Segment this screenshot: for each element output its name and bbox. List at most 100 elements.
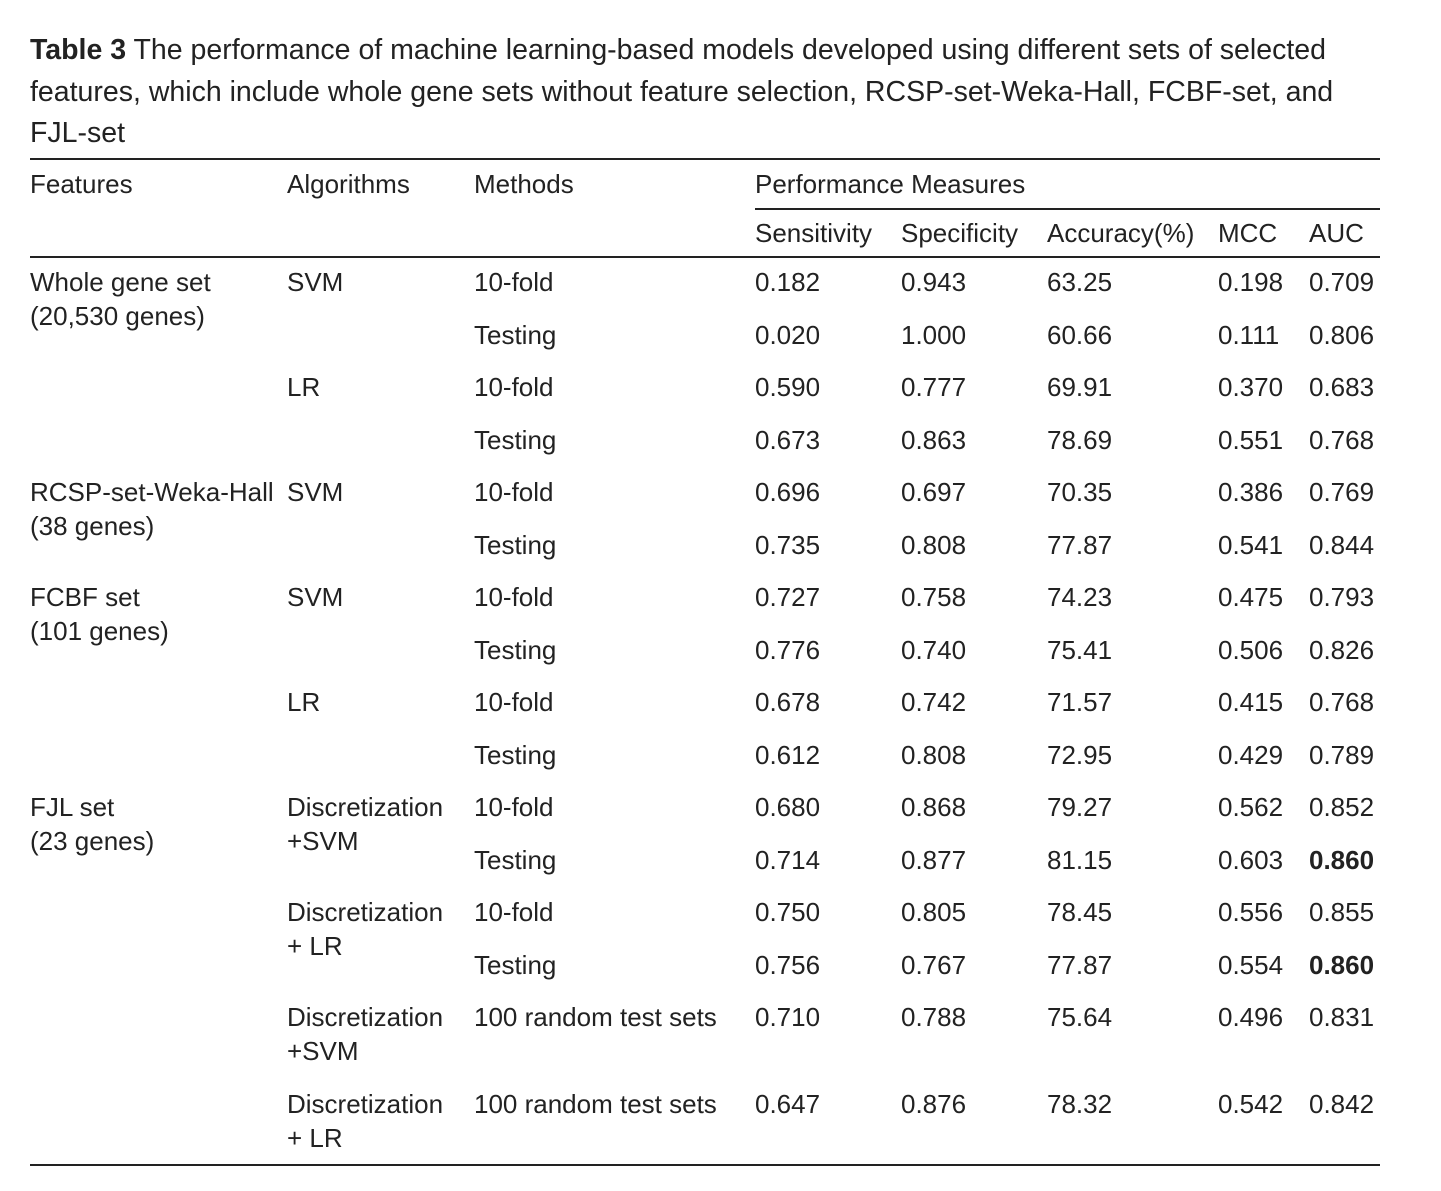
feature-label: Whole gene set [30,267,211,297]
method-cell: 100 random test sets [474,1089,717,1119]
auc-cell: 0.789 [1309,740,1375,770]
algorithm-label: + LR [287,931,343,961]
header-methods: Methods [474,169,574,199]
header-specificity: Specificity [901,218,1019,248]
algorithm-label: Discretization [287,897,444,927]
sensitivity-cell: 0.756 [755,950,821,980]
method-cell: Testing [474,425,557,455]
mcc-cell: 0.541 [1218,530,1284,560]
sensitivity-cell: 0.680 [755,792,821,822]
accuracy-cell: 75.41 [1047,635,1113,665]
algorithm-label: SVM [287,582,344,612]
performance-rule [755,208,1380,210]
auc-cell: 0.844 [1309,530,1375,560]
method-cell: 10-fold [474,582,554,612]
method-cell: Testing [474,530,557,560]
sensitivity-cell: 0.678 [755,687,821,717]
specificity-cell: 0.788 [901,1002,967,1032]
feature-label: (20,530 genes) [30,301,205,331]
auc-cell: 0.683 [1309,372,1375,402]
table-label: Table 3 [30,34,127,66]
sensitivity-cell: 0.020 [755,320,821,350]
sensitivity-cell: 0.647 [755,1089,821,1119]
header-rule [30,256,1380,258]
specificity-cell: 0.877 [901,845,967,875]
specificity-cell: 0.767 [901,950,967,980]
sensitivity-cell: 0.612 [755,740,821,770]
mcc-cell: 0.370 [1218,372,1284,402]
auc-cell: 0.842 [1309,1089,1375,1119]
header-performance-measures: Performance Measures [755,169,1026,199]
top-rule [30,158,1380,160]
specificity-cell: 0.808 [901,530,967,560]
mcc-cell: 0.429 [1218,740,1284,770]
feature-label: RCSP-set-Weka-Hall [30,477,274,507]
auc-cell: 0.806 [1309,320,1375,350]
auc-cell: 0.709 [1309,267,1375,297]
specificity-cell: 0.863 [901,425,967,455]
mcc-cell: 0.386 [1218,477,1284,507]
accuracy-cell: 63.25 [1047,267,1113,297]
sensitivity-cell: 0.776 [755,635,821,665]
header-mcc: MCC [1218,218,1278,248]
sensitivity-cell: 0.727 [755,582,821,612]
specificity-cell: 0.697 [901,477,967,507]
sensitivity-cell: 0.673 [755,425,821,455]
auc-cell: 0.793 [1309,582,1375,612]
mcc-cell: 0.603 [1218,845,1284,875]
method-cell: 10-fold [474,372,554,402]
accuracy-cell: 78.69 [1047,425,1113,455]
sensitivity-cell: 0.590 [755,372,821,402]
feature-label: (38 genes) [30,511,155,541]
auc-cell: 0.852 [1309,792,1375,822]
sensitivity-cell: 0.710 [755,1002,821,1032]
specificity-cell: 0.758 [901,582,967,612]
specificity-cell: 0.777 [901,372,967,402]
header-features: Features [30,169,133,199]
sensitivity-cell: 0.735 [755,530,821,560]
mcc-cell: 0.551 [1218,425,1284,455]
accuracy-cell: 79.27 [1047,792,1113,822]
sensitivity-cell: 0.714 [755,845,821,875]
feature-label: FCBF set [30,582,140,612]
header-algorithms: Algorithms [287,169,410,199]
method-cell: 10-fold [474,897,554,927]
table-caption: Table 3 The performance of machine learn… [30,30,1390,155]
accuracy-cell: 75.64 [1047,1002,1113,1032]
mcc-cell: 0.198 [1218,267,1284,297]
specificity-cell: 0.805 [901,897,967,927]
method-cell: Testing [474,740,557,770]
auc-cell: 0.768 [1309,687,1375,717]
accuracy-cell: 70.35 [1047,477,1113,507]
method-cell: Testing [474,320,557,350]
mcc-cell: 0.556 [1218,897,1284,927]
method-cell: Testing [474,635,557,665]
auc-cell: 0.831 [1309,1002,1375,1032]
accuracy-cell: 78.45 [1047,897,1113,927]
method-cell: 10-fold [474,792,554,822]
specificity-cell: 0.943 [901,267,967,297]
algorithm-label: Discretization [287,792,444,822]
caption-text: The performance of machine learning-base… [30,34,1334,149]
mcc-cell: 0.506 [1218,635,1284,665]
header-accuracy: Accuracy(%) [1047,218,1195,248]
accuracy-cell: 74.23 [1047,582,1113,612]
accuracy-cell: 78.32 [1047,1089,1113,1119]
accuracy-cell: 60.66 [1047,320,1113,350]
method-cell: 10-fold [474,477,554,507]
bottom-rule [30,1164,1380,1166]
auc-cell: 0.768 [1309,425,1375,455]
algorithm-label: LR [287,687,321,717]
specificity-cell: 0.808 [901,740,967,770]
auc-cell: 0.860 [1309,845,1375,875]
algorithm-label: SVM [287,477,344,507]
method-cell: Testing [474,950,557,980]
algorithm-label: + LR [287,1123,343,1153]
specificity-cell: 0.876 [901,1089,967,1119]
header-auc: AUC [1309,218,1364,248]
specificity-cell: 0.742 [901,687,967,717]
accuracy-cell: 71.57 [1047,687,1113,717]
method-cell: 10-fold [474,687,554,717]
method-cell: 10-fold [474,267,554,297]
